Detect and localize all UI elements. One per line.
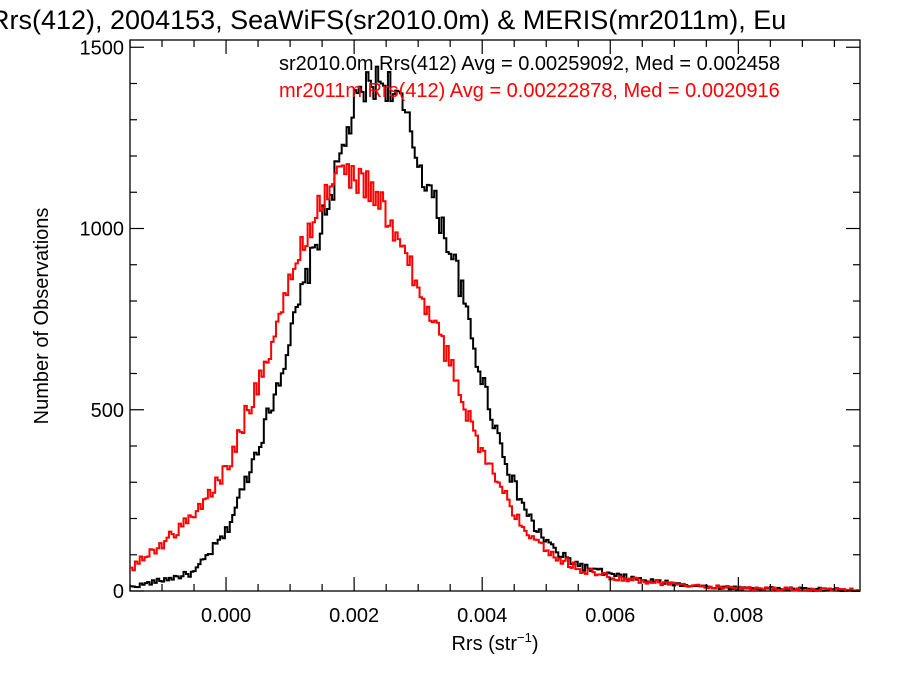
y-tick-label: 500 — [91, 400, 124, 422]
annotation-mr2011: mr2011m Rrs(412) Avg = 0.00222878, Med =… — [279, 80, 780, 102]
plot-frame — [129, 39, 861, 592]
chart-title: Rrs(412), 2004153, SeaWiFS(sr2010.0m) & … — [0, 5, 786, 35]
x-tick-label: 0.004 — [457, 605, 507, 627]
x-tick-label: 0.008 — [713, 605, 763, 627]
y-axis-label: Number of Observations — [31, 208, 53, 425]
x-tick-label: 0.000 — [201, 605, 251, 627]
x-axis-label-close: ) — [532, 633, 539, 655]
x-axis-label-main: Rrs (str — [451, 633, 517, 655]
y-tick-label: 1000 — [80, 219, 125, 241]
x-tick-label: 0.006 — [585, 605, 635, 627]
x-axis-label-superscript: −1 — [517, 630, 532, 645]
y-tick-label: 1500 — [80, 37, 125, 59]
series-line-sr2010.0m — [130, 65, 860, 592]
x-axis-label: Rrs (str−1) — [451, 630, 538, 655]
axis-ticks: 0.000 0.002 0.004 0.006 0.008 0 500 1000 1500 — [80, 37, 860, 627]
y-tick-label: 0 — [113, 581, 124, 603]
annotation-sr2010: sr2010.0m Rrs(412) Avg = 0.00259092, Med… — [279, 53, 780, 75]
series-line-mr2011m — [130, 163, 860, 592]
x-tick-label: 0.002 — [329, 605, 379, 627]
series-layer — [130, 65, 860, 592]
